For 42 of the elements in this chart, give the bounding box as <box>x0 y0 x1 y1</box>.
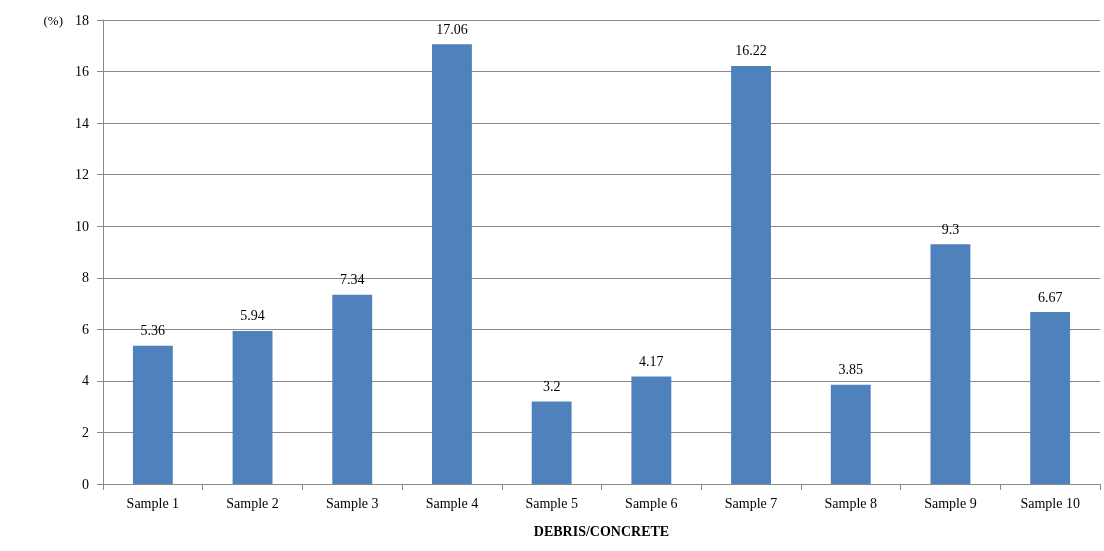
bar <box>631 376 672 484</box>
y-tick-label: 10 <box>75 218 89 234</box>
bar <box>830 384 871 484</box>
x-tick-label: Sample 10 <box>1020 495 1080 511</box>
data-label: 4.17 <box>639 354 664 370</box>
x-tick-label: Sample 7 <box>724 495 778 511</box>
x-axis-title: DEBRIS/CONCRETE <box>533 523 670 539</box>
data-label: 16.22 <box>735 43 767 59</box>
bar <box>1030 312 1071 484</box>
bar <box>432 44 472 484</box>
data-label: 5.36 <box>140 323 166 339</box>
y-tick-label: 18 <box>75 12 89 28</box>
x-tick-label: Sample 5 <box>525 495 578 511</box>
x-tick-label: Sample 3 <box>326 495 379 511</box>
data-label: 17.06 <box>436 21 468 37</box>
bar <box>132 345 173 484</box>
bar <box>332 294 373 484</box>
bar <box>531 401 572 484</box>
x-tick-label: Sample 9 <box>924 495 977 511</box>
bar <box>731 65 771 484</box>
bar <box>232 330 273 484</box>
data-label: 9.3 <box>941 221 960 237</box>
data-label: 7.34 <box>340 272 365 288</box>
y-tick-label: 8 <box>82 270 89 286</box>
y-tick-label: 12 <box>75 167 89 183</box>
bar <box>930 244 971 484</box>
data-label: 5.94 <box>240 308 265 324</box>
x-tick-label: Sample 4 <box>425 495 479 511</box>
x-tick-label: Sample 8 <box>824 495 877 511</box>
y-tick-label: 0 <box>82 476 89 492</box>
y-tick-label: 16 <box>75 64 89 80</box>
x-tick-label: Sample 6 <box>625 495 678 511</box>
y-tick-label: 6 <box>82 321 89 337</box>
data-label: 3.2 <box>542 379 561 395</box>
x-tick-label: Sample 2 <box>226 495 279 511</box>
data-label: 3.85 <box>838 362 863 378</box>
y-tick-label: 4 <box>82 373 89 389</box>
data-label: 6.67 <box>1037 289 1063 305</box>
x-tick-label: Sample 1 <box>126 495 180 511</box>
y-tick-label: 14 <box>75 115 89 131</box>
y-tick-label: 2 <box>82 424 89 440</box>
y-axis-title: (%) <box>43 12 63 28</box>
